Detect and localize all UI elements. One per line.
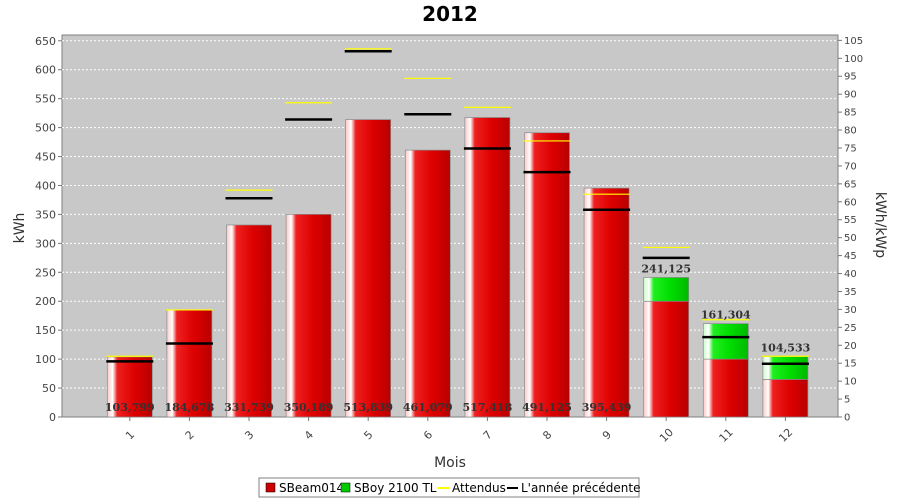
- y-tick-label-11: 550: [35, 93, 56, 106]
- y-axis-label: kWh: [12, 213, 28, 244]
- legend-label-sboy: SBoy 2100 TL: [354, 481, 437, 495]
- bar-sbeam-4: [285, 213, 332, 418]
- reference-lines: [106, 48, 809, 366]
- bar-sbeam-1: [106, 356, 153, 418]
- data-label-2: 184,678: [165, 401, 215, 414]
- bar-sboy-11: [702, 323, 749, 360]
- y-right-tick-label-15: 75: [844, 143, 857, 154]
- y-right-tick-label-12: 60: [844, 197, 857, 208]
- bar-sbeam-11: [702, 358, 749, 418]
- y-right-tick-label-10: 50: [844, 233, 857, 244]
- y-right-tick-label-9: 45: [844, 251, 857, 262]
- y-tick-label-13: 650: [35, 35, 56, 48]
- y-right-tick-label-0: 0: [844, 413, 850, 424]
- bar-sboy-10: [643, 277, 690, 302]
- y-right-tick-label-4: 20: [844, 341, 857, 352]
- bar-sbeam-3: [226, 224, 272, 418]
- chart-title: 2012: [422, 2, 478, 26]
- y-tick-label-4: 200: [35, 295, 56, 308]
- y-right-tick-label-20: 100: [844, 54, 863, 65]
- y-right-tick-label-6: 30: [844, 305, 857, 316]
- y-right-tick-label-11: 55: [844, 215, 857, 226]
- y-tick-label-12: 600: [35, 64, 56, 77]
- data-label-7: 517,418: [463, 401, 513, 414]
- data-label-5: 513,839: [343, 401, 393, 414]
- legend-label-attendus: Attendus: [452, 481, 506, 495]
- y-tick-label-3: 150: [35, 324, 56, 337]
- x-tick-label-7: 8: [540, 428, 554, 442]
- bar-sbeam-5: [345, 119, 392, 418]
- y-right-tick-label-19: 95: [844, 72, 857, 83]
- y-right-tick-label-21: 105: [844, 36, 863, 47]
- data-label-11: 161,304: [701, 309, 751, 322]
- x-tick-label-6: 7: [481, 428, 495, 442]
- bar-sbeam-9: [583, 187, 630, 418]
- y-right-tick-label-16: 80: [844, 126, 857, 137]
- data-label-8: 491,125: [522, 401, 572, 414]
- y-right-tick-label-18: 90: [844, 90, 857, 101]
- y-tick-label-0: 0: [49, 411, 56, 424]
- y-tick-label-6: 300: [35, 237, 56, 250]
- x-tick-label-4: 5: [361, 428, 375, 442]
- y-right-tick-label-2: 10: [844, 377, 857, 388]
- legend-label-sbeam: SBeam014: [279, 481, 344, 495]
- x-tick-label-9: 10: [657, 426, 676, 445]
- y-right-tick-label-13: 65: [844, 179, 857, 190]
- y-tick-label-8: 400: [35, 179, 56, 192]
- x-tick-label-1: 2: [183, 428, 197, 442]
- x-tick-label-11: 12: [776, 426, 795, 445]
- x-tick-label-5: 6: [421, 428, 435, 442]
- y-tick-label-7: 350: [35, 208, 56, 221]
- legend-label-previous-year: L'année précédente: [521, 481, 640, 495]
- y-tick-label-10: 500: [35, 122, 56, 135]
- data-label-9: 395,439: [582, 401, 632, 414]
- y-right-tick-label-1: 5: [844, 395, 850, 406]
- y-right-tick-label-14: 70: [844, 161, 857, 172]
- x-axis-label: Mois: [434, 455, 466, 471]
- y-right-tick-label-7: 35: [844, 287, 857, 298]
- bar-sbeam-2: [166, 309, 213, 418]
- legend-swatch-sboy: [340, 482, 351, 493]
- bar-sbeam-8: [524, 132, 570, 418]
- y-tick-label-9: 450: [35, 151, 56, 164]
- data-label-10: 241,125: [641, 262, 691, 275]
- bar-sbeam-6: [404, 149, 451, 418]
- bar-sboy-12: [762, 356, 809, 380]
- y-right-tick-label-8: 40: [844, 269, 857, 280]
- data-label-6: 461,079: [403, 401, 453, 414]
- y-tick-label-5: 250: [35, 266, 56, 279]
- y-tick-label-2: 100: [35, 353, 56, 366]
- y-tick-label-1: 50: [42, 382, 56, 395]
- bar-sbeam-7: [464, 117, 511, 418]
- y-right-tick-label-5: 25: [844, 323, 857, 334]
- x-tick-label-0: 1: [123, 428, 137, 442]
- data-label-1: 103,799: [105, 401, 155, 414]
- x-tick-label-10: 11: [717, 426, 736, 445]
- data-label-4: 350,189: [284, 401, 334, 414]
- legend: SBeam014 SBoy 2100 TL Attendus L'année p…: [258, 477, 640, 498]
- bars: [106, 117, 809, 418]
- legend-swatch-sbeam: [265, 482, 276, 493]
- bar-sbeam-10: [643, 300, 690, 418]
- x-tick-label-8: 9: [600, 428, 614, 442]
- bar-sbeam-12: [762, 379, 809, 418]
- data-label-12: 104,533: [761, 341, 811, 354]
- y-right-tick-label-3: 15: [844, 359, 857, 370]
- y-right-axis-label: kWh/kWp: [872, 192, 888, 258]
- x-tick-label-2: 3: [242, 428, 256, 442]
- y-right-tick-label-17: 85: [844, 108, 857, 119]
- data-labels: 103,799 184,678 331,739 350,189 513,839 461,0…: [105, 262, 810, 414]
- x-tick-label-3: 4: [302, 428, 316, 442]
- data-label-3: 331,739: [224, 401, 274, 414]
